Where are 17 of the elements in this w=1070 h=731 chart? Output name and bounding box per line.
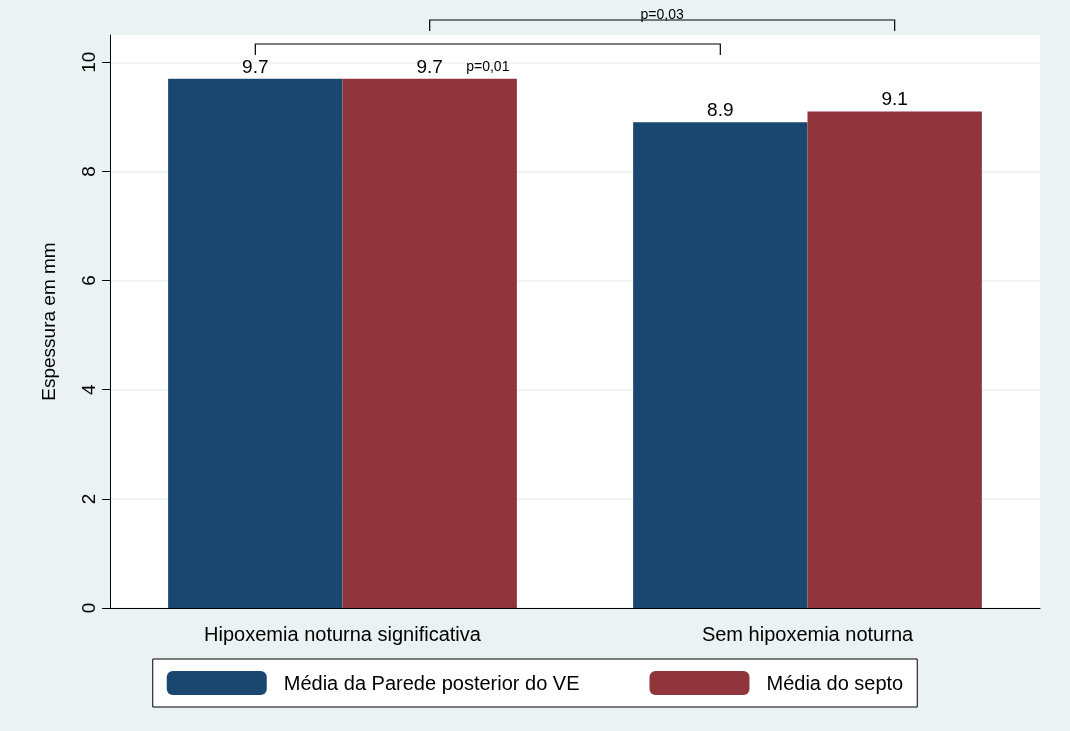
x-tick-label: Hipoxemia noturna significativa xyxy=(204,623,482,645)
y-tick-label: 2 xyxy=(78,493,99,505)
data-label: 8.9 xyxy=(707,99,734,121)
data-label: 9.7 xyxy=(242,55,269,77)
legend-label: Média da Parede posterior do VE xyxy=(283,672,580,694)
y-tick-label: 0 xyxy=(78,602,99,614)
text: p=0,03 xyxy=(640,6,684,22)
x-tick-label: Sem hipoxemia noturna xyxy=(701,623,914,645)
y-tick-label: 4 xyxy=(78,384,99,395)
annotation: p=0,01 xyxy=(466,58,510,74)
legend-label: Média do septo xyxy=(766,672,904,694)
data-label: 9.7 xyxy=(416,55,443,77)
y-axis-title: Espessura em mm xyxy=(38,242,59,401)
data-label: 9.1 xyxy=(881,88,908,110)
y-tick-label: 8 xyxy=(78,166,99,177)
y-tick-label: 10 xyxy=(78,51,99,73)
y-tick-label: 6 xyxy=(78,275,99,286)
